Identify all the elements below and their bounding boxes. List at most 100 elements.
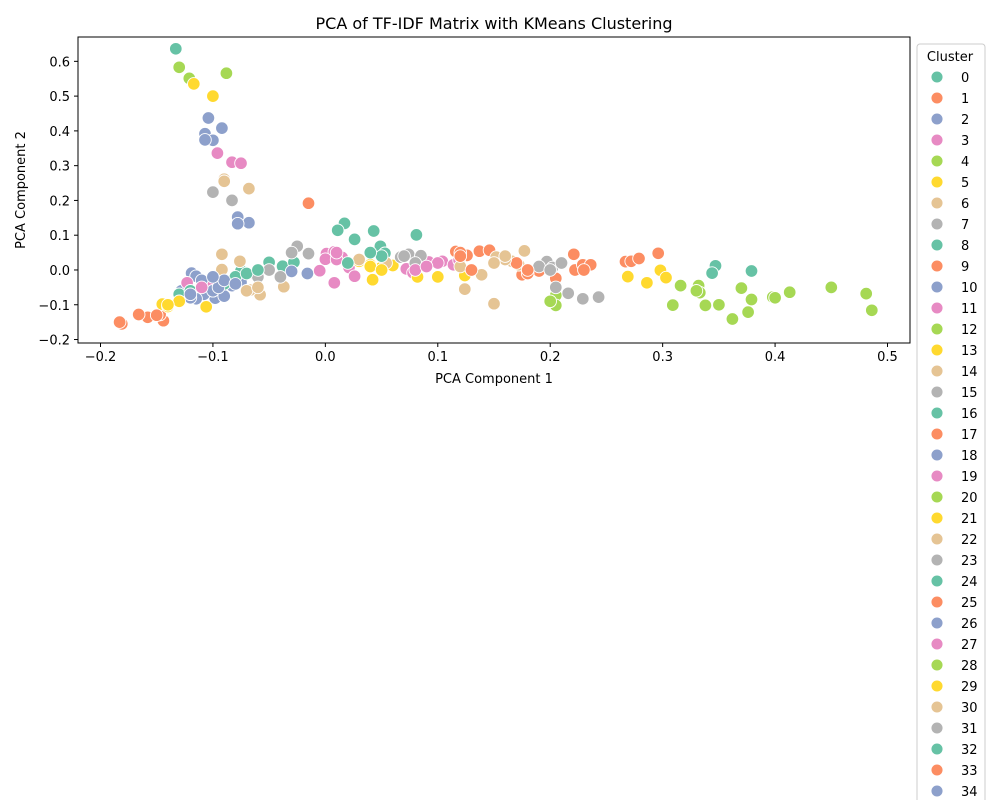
data-point-cluster-12 — [689, 284, 704, 298]
data-point-cluster-0 — [744, 264, 759, 278]
data-point-cluster-3 — [234, 156, 248, 170]
data-point-cluster-7 — [225, 193, 239, 208]
legend-marker — [930, 784, 944, 798]
data-point-cluster-2 — [198, 133, 212, 147]
legend-marker — [930, 658, 944, 672]
data-point-cluster-13 — [363, 259, 378, 274]
data-point-cluster-18 — [217, 273, 231, 288]
legend-label: 18 — [961, 449, 978, 464]
legend-marker — [930, 238, 944, 252]
legend-label: 26 — [961, 617, 978, 632]
data-point-cluster-33 — [464, 263, 479, 277]
data-point-cluster-14 — [239, 284, 254, 298]
legend-label: 14 — [961, 365, 978, 380]
data-point-cluster-22 — [251, 280, 265, 295]
legend-marker — [930, 469, 944, 483]
data-point-cluster-2 — [242, 215, 256, 230]
data-point-cluster-4 — [734, 281, 749, 295]
y-tick-label: −0.2 — [38, 334, 70, 349]
data-point-cluster-23 — [397, 249, 411, 263]
legend-label: 8 — [961, 239, 969, 254]
x-tick-label: 0.4 — [765, 350, 786, 365]
y-tick-label: 0.0 — [49, 264, 70, 279]
data-point-cluster-4 — [698, 298, 713, 313]
x-tick-label: 0.2 — [540, 350, 561, 365]
data-point-cluster-5 — [199, 300, 213, 314]
data-point-cluster-4 — [865, 303, 879, 318]
data-point-cluster-7 — [301, 246, 316, 261]
data-point-cluster-0 — [169, 42, 183, 56]
data-point-cluster-6 — [517, 244, 532, 258]
data-point-cluster-11 — [431, 256, 445, 270]
data-point-cluster-26 — [206, 270, 220, 284]
legend-marker — [930, 217, 944, 231]
x-axis-label: PCA Component 1 — [435, 372, 553, 387]
data-point-cluster-4 — [782, 285, 797, 299]
data-point-cluster-0 — [347, 232, 362, 247]
legend-label: 4 — [961, 155, 969, 170]
legend-marker — [930, 343, 944, 357]
data-point-cluster-6 — [233, 254, 247, 269]
legend-label: 6 — [961, 197, 969, 212]
x-tick-label: −0.2 — [85, 350, 117, 365]
data-point-cluster-7 — [576, 292, 590, 306]
data-point-cluster-16 — [363, 245, 378, 260]
legend-label: 22 — [961, 533, 978, 548]
data-point-cluster-13 — [172, 294, 186, 309]
legend-label: 1 — [961, 92, 969, 107]
chart-title: PCA of TF-IDF Matrix with KMeans Cluster… — [316, 14, 673, 33]
data-point-cluster-0 — [705, 266, 719, 280]
data-point-cluster-31 — [554, 256, 569, 270]
data-point-cluster-3 — [347, 269, 362, 283]
data-point-cluster-0 — [409, 228, 424, 242]
legend-marker — [930, 301, 944, 315]
data-point-cluster-4 — [666, 298, 680, 312]
legend-label: 9 — [961, 260, 969, 275]
legend-label: 34 — [961, 785, 978, 800]
legend-label: 10 — [961, 281, 978, 296]
data-point-cluster-11 — [194, 280, 209, 295]
data-point-cluster-1 — [301, 196, 316, 210]
legend-marker — [930, 385, 944, 399]
legend-marker — [930, 511, 944, 525]
plot-area-frame — [77, 36, 911, 344]
data-point-cluster-4 — [741, 305, 755, 319]
data-point-cluster-4 — [859, 286, 873, 301]
data-point-cluster-7 — [206, 185, 220, 199]
legend-label: 2 — [961, 113, 969, 128]
data-point-cluster-23 — [543, 263, 557, 277]
y-tick-label: 0.1 — [49, 229, 70, 244]
data-point-cluster-6 — [242, 181, 256, 196]
legend-marker — [930, 112, 944, 126]
data-point-cluster-1 — [131, 307, 146, 322]
data-point-cluster-8 — [374, 249, 389, 263]
legend-label: 21 — [961, 512, 978, 527]
legend-marker — [930, 616, 944, 630]
data-point-cluster-17 — [453, 249, 468, 263]
legend-label: 25 — [961, 596, 978, 611]
legend-label: 19 — [961, 470, 978, 485]
data-point-cluster-5 — [206, 89, 220, 103]
legend-label: 29 — [961, 680, 978, 695]
legend-marker — [930, 154, 944, 168]
data-point-cluster-9 — [509, 256, 524, 270]
x-tick-label: 0.0 — [315, 350, 336, 365]
legend-marker — [930, 322, 944, 336]
data-point-cluster-0 — [330, 223, 345, 238]
legend-label: 12 — [961, 323, 978, 338]
y-tick-label: 0.5 — [49, 90, 70, 105]
data-point-cluster-27 — [419, 259, 434, 274]
data-point-cluster-4 — [219, 66, 234, 80]
legend-label: 11 — [961, 302, 978, 317]
data-point-cluster-6 — [217, 174, 231, 189]
data-point-cluster-3 — [318, 252, 333, 266]
legend-marker — [930, 574, 944, 588]
legend-frame — [916, 43, 986, 800]
data-point-cluster-3 — [210, 146, 225, 160]
data-point-cluster-30 — [498, 249, 512, 263]
legend-marker — [930, 742, 944, 756]
legend-label: 24 — [961, 575, 978, 590]
data-point-cluster-1 — [651, 246, 665, 261]
data-point-cluster-4 — [824, 280, 839, 295]
